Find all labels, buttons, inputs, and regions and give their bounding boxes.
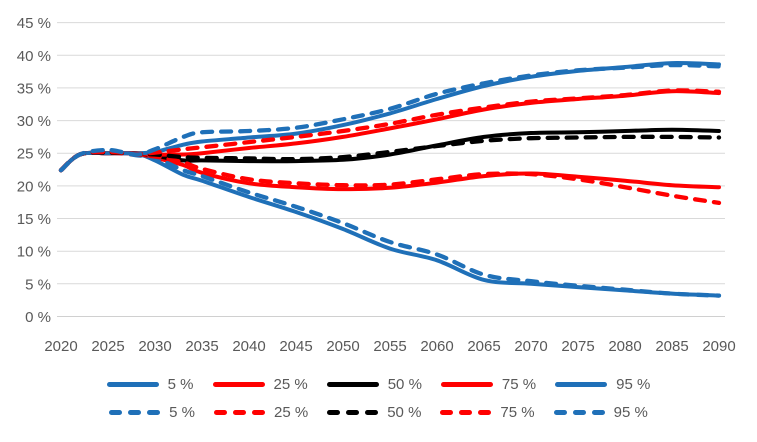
dashed-line-swatch-icon: [327, 409, 379, 416]
x-tick-label: 2025: [91, 338, 124, 355]
legend-label: 75 %: [500, 404, 535, 421]
legend-item: 95 %: [555, 376, 650, 393]
chart-legend: 5 % 25 % 50 % 75 % 95 % 5 % 25 % 50 % 75 % 95 %: [0, 376, 757, 421]
x-tick-label: 2050: [326, 338, 359, 355]
legend-label: 75 %: [501, 376, 537, 393]
x-tick-label: 2080: [608, 338, 641, 355]
dash-segment: [365, 409, 379, 416]
dash-segment: [459, 409, 473, 416]
dashed-line-swatch-icon: [109, 409, 161, 416]
dash-segment: [440, 409, 454, 416]
legend-item: 25 %: [214, 404, 308, 421]
dashed-line-swatch-icon: [214, 409, 266, 416]
y-tick-label: 15 %: [17, 211, 51, 228]
legend-label: 50 %: [387, 376, 422, 393]
solid-line-swatch-icon: [212, 382, 265, 387]
dash-segment: [572, 409, 586, 416]
dash-segment: [233, 409, 247, 416]
legend-item: 75 %: [440, 404, 535, 421]
legend-item: 50 %: [326, 376, 422, 393]
x-tick-label: 2090: [702, 338, 735, 355]
y-tick-label: 20 %: [17, 178, 51, 195]
legend-label: 95 %: [616, 376, 651, 393]
dash-segment: [327, 409, 341, 416]
dash-segment: [214, 409, 228, 416]
legend-label: 50 %: [387, 404, 422, 421]
legend-item: 5 %: [106, 376, 194, 393]
dash-segment: [252, 409, 266, 416]
x-tick-label: 2035: [185, 338, 218, 355]
x-tick-label: 2060: [420, 338, 453, 355]
dash-segment: [128, 409, 142, 416]
legend-item: 95 %: [553, 404, 648, 421]
x-tick-label: 2065: [467, 338, 500, 355]
series-line-5%-dashed: [58, 149, 722, 298]
y-tick-label: 35 %: [17, 80, 51, 97]
legend-item: 5 %: [109, 404, 195, 421]
y-tick-label: 5 %: [25, 276, 51, 293]
dashed-line-swatch-icon: [553, 409, 605, 416]
y-tick-label: 40 %: [17, 48, 51, 65]
legend-label: 25 %: [273, 376, 308, 393]
series-line-5%-solid: [59, 150, 721, 298]
x-tick-label: 2045: [279, 338, 312, 355]
dash-segment: [553, 409, 567, 416]
legend-item: 75 %: [440, 376, 537, 393]
x-tick-label: 2055: [373, 338, 406, 355]
y-tick-label: 10 %: [17, 244, 51, 261]
legend-row-dashed: 5 % 25 % 50 % 75 % 95 %: [109, 404, 648, 421]
legend-label: 25 %: [274, 404, 309, 421]
dashed-line-swatch-icon: [440, 409, 492, 416]
y-tick-label: 25 %: [17, 146, 51, 163]
legend-item: 50 %: [327, 404, 421, 421]
legend-row-solid: 5 % 25 % 50 % 75 % 95 %: [106, 376, 650, 393]
solid-line-swatch-icon: [555, 382, 608, 387]
x-tick-label: 2040: [232, 338, 265, 355]
solid-line-swatch-icon: [326, 382, 379, 387]
y-tick-label: 45 %: [17, 15, 51, 32]
legend-label: 5 %: [167, 376, 194, 393]
solid-line-swatch-icon: [106, 382, 159, 387]
dash-segment: [346, 409, 360, 416]
dash-segment: [147, 409, 161, 416]
dash-segment: [109, 409, 123, 416]
chart-canvas: 0 % 5 % 10 % 15 % 20 % 25 % 30 % 35 % 40 % 45 % 20…: [17, 15, 736, 355]
solid-line-swatch-icon: [440, 382, 493, 387]
legend-label: 95 %: [613, 404, 648, 421]
x-tick-label: 2070: [514, 338, 547, 355]
legend-item: 25 %: [212, 376, 308, 393]
x-tick-label: 2030: [138, 338, 171, 355]
x-tick-label: 2020: [44, 338, 77, 355]
legend-label: 5 %: [169, 404, 196, 421]
series-line-95%-dashed: [58, 62, 722, 173]
x-tick-label: 2085: [655, 338, 688, 355]
y-tick-label: 0 %: [25, 309, 51, 326]
dash-segment: [591, 409, 605, 416]
dash-segment: [478, 409, 492, 416]
x-tick-label: 2075: [561, 338, 594, 355]
y-tick-label: 30 %: [17, 113, 51, 130]
